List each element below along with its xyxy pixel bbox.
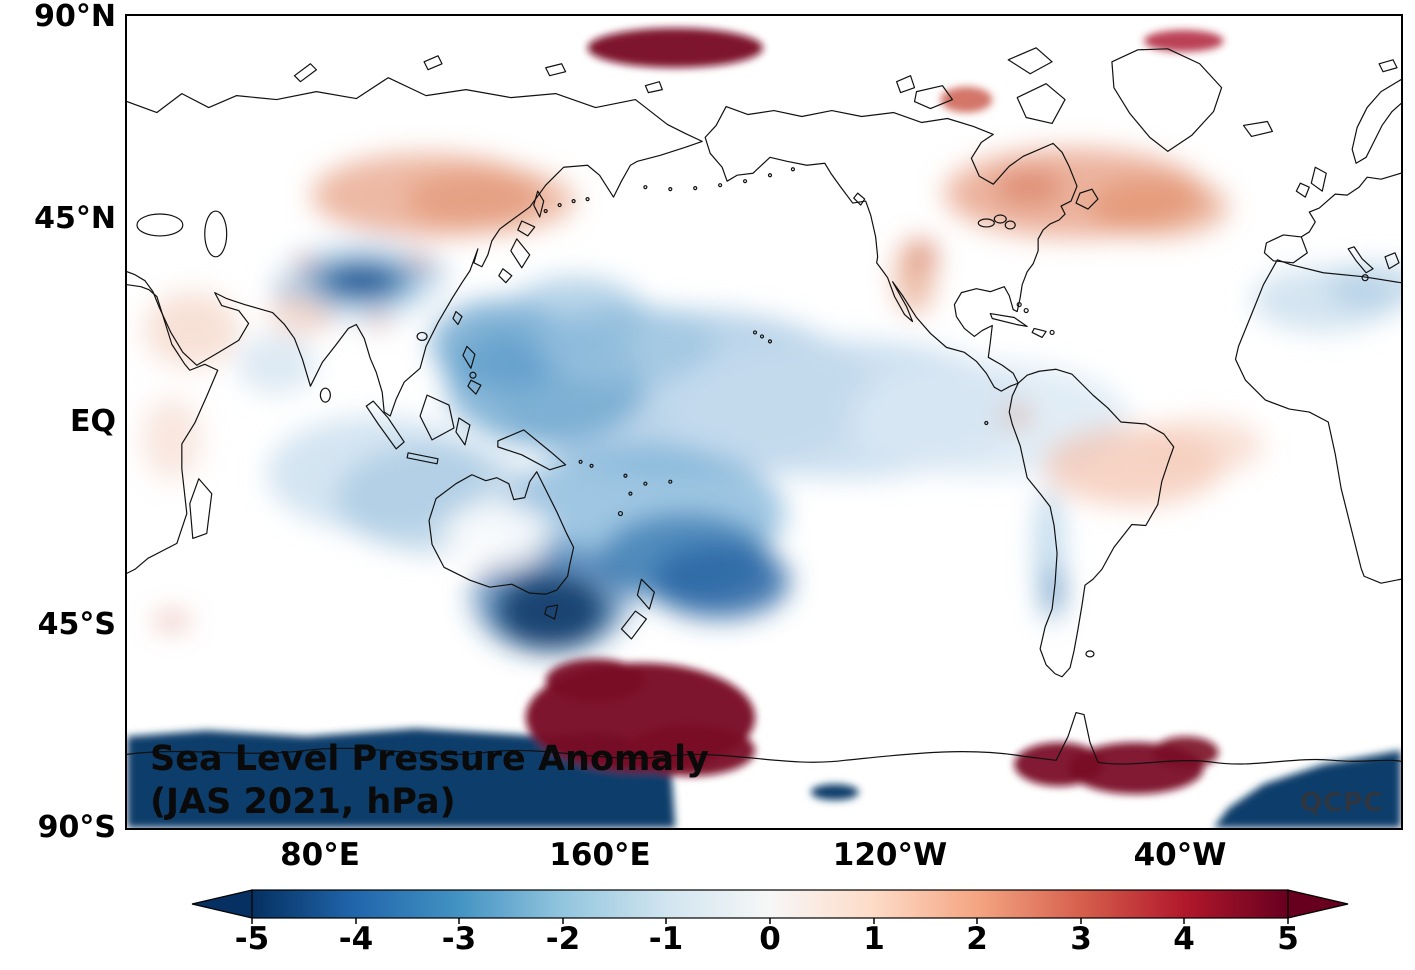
colorbar-tick-label: 4 bbox=[1173, 921, 1195, 957]
lon-tick-label: 80°E bbox=[280, 837, 360, 873]
colorbar-tick-label: -5 bbox=[234, 921, 270, 957]
map-title-block: Sea Level Pressure Anomaly (JAS 2021, hP… bbox=[150, 738, 709, 824]
coastlines bbox=[127, 47, 1401, 765]
colorbar-tick-label: -4 bbox=[338, 921, 374, 957]
colorbar bbox=[0, 880, 1415, 970]
lat-tick-label: 45°N bbox=[34, 201, 116, 236]
lat-tick-label: 90°S bbox=[37, 810, 116, 845]
colorbar-tick-label: 2 bbox=[966, 921, 988, 957]
colorbar-gradient bbox=[251, 889, 1289, 919]
colorbar-svg bbox=[191, 889, 1349, 924]
colorbar-tick-label: -1 bbox=[648, 921, 684, 957]
colorbar-tick-label: 0 bbox=[759, 921, 781, 957]
anomaly-field bbox=[141, 148, 1401, 653]
colorbar-tick-label: -3 bbox=[441, 921, 477, 957]
lon-tick-label: 40°W bbox=[1133, 837, 1227, 873]
lon-tick-label: 120°W bbox=[832, 837, 948, 873]
map-subtitle: (JAS 2021, hPa) bbox=[150, 782, 456, 822]
map-axes bbox=[125, 14, 1403, 830]
colorbar-tick-label: 3 bbox=[1070, 921, 1092, 957]
lat-tick-label: EQ bbox=[70, 404, 116, 439]
world-map-svg bbox=[127, 27, 1401, 828]
colorbar-tickmarks bbox=[251, 918, 1289, 924]
colorbar-tick-label: 5 bbox=[1277, 921, 1299, 957]
lon-tick-label: 160°E bbox=[549, 837, 651, 873]
colorbar-right-arrow bbox=[1287, 889, 1349, 919]
colorbar-tick-label: -2 bbox=[545, 921, 581, 957]
map-title: Sea Level Pressure Anomaly bbox=[150, 739, 709, 779]
antarctic-navy-band-right bbox=[1213, 750, 1401, 828]
lat-tick-label: 90°N bbox=[34, 0, 116, 34]
colorbar-left-arrow bbox=[191, 889, 253, 919]
lat-tick-label: 45°S bbox=[37, 607, 116, 642]
colorbar-tick-label: 1 bbox=[863, 921, 885, 957]
watermark: QCPC bbox=[1300, 788, 1384, 818]
